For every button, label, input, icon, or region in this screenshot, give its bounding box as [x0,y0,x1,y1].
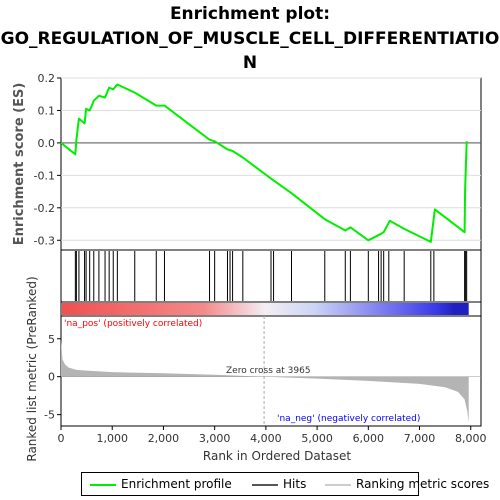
es-grid [61,77,481,241]
metric-area [61,340,469,423]
metric-x-tick-label: 4,000 [250,432,282,445]
metric-y-ticks: 5 0 -5 [44,333,61,422]
es-panel-frame [60,77,482,251]
legend: Enrichment profile Hits Ranking metric s… [81,472,489,496]
metric-x-tick-label: 0 [58,432,65,445]
legend-label-profile: Enrichment profile [121,477,232,491]
pos-correlated-label: 'na_pos' (positively correlated) [64,319,202,329]
legend-label-hits: Hits [283,477,307,491]
es-y-tick-label: -0.1 [34,169,55,182]
rank-color-band [60,301,482,317]
metric-x-tick-label: 7,000 [404,432,436,445]
es-y-axis-label: Enrichment score (ES) [12,83,27,246]
plot-title-line-3: N [242,53,258,73]
metric-x-ticks: 0 1,000 2,000 3,000 4,000 5,000 6,000 7,000 8,00… [58,426,487,445]
plot-title-line-2: GO_REGULATION_OF_MUSCLE_CELL_DIFFERENTIA… [0,29,500,49]
metric-y-axis-label: Ranked list metric (PreRanked) [25,276,39,461]
zero-cross-label: Zero cross at 3965 [226,366,311,376]
metric-x-axis-label: Rank in Ordered Dataset [203,449,351,463]
legend-label-metric: Ranking metric scores [356,477,490,491]
metric-y-tick-label: 5 [48,333,55,346]
es-y-tick-label: 0.0 [38,137,56,150]
es-y-tick-label: -0.3 [34,234,55,247]
legend-swatch-metric [325,484,351,486]
es-y-ticks: 0.2 0.1 0.0 -0.1 -0.2 -0.3 [34,72,61,247]
band-gradient [62,303,469,315]
metric-y-tick-label: -5 [44,409,55,422]
metric-x-tick-label: 8,000 [455,432,487,445]
metric-y-tick-label: 0 [48,371,55,384]
neg-correlated-label: 'na_neg' (negatively correlated) [277,414,420,424]
es-y-tick-label: 0.2 [38,72,56,85]
es-y-tick-label: -0.2 [34,202,55,215]
metric-x-tick-label: 5,000 [301,432,333,445]
metric-x-tick-label: 3,000 [199,432,231,445]
hit-marks [74,251,468,301]
plot-title-line-1: Enrichment plot: [169,4,331,24]
hits-panel [60,249,482,303]
metric-panel-frame [60,315,482,427]
metric-panel: 50-5 0 1,000 2,000 3,000 4,000 5,000 6,000 7,00… [25,276,487,463]
metric-x-tick-label: 1,000 [96,432,128,445]
enrichment-profile-line [60,83,468,243]
legend-swatch-profile [90,484,116,486]
es-panel: 0.2 0.1 0.0 -0.1 -0.2 -0.3 Enrichment score (… [12,72,482,251]
metric-x-tick-label: 2,000 [148,432,180,445]
legend-swatch-hits [252,484,278,486]
metric-x-tick-label: 6,000 [353,432,385,445]
es-y-tick-label: 0.1 [38,104,56,117]
